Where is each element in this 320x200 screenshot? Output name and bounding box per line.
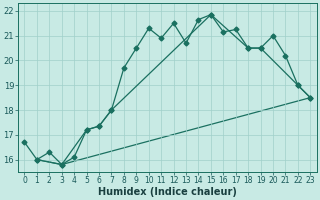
X-axis label: Humidex (Indice chaleur): Humidex (Indice chaleur) — [98, 187, 237, 197]
